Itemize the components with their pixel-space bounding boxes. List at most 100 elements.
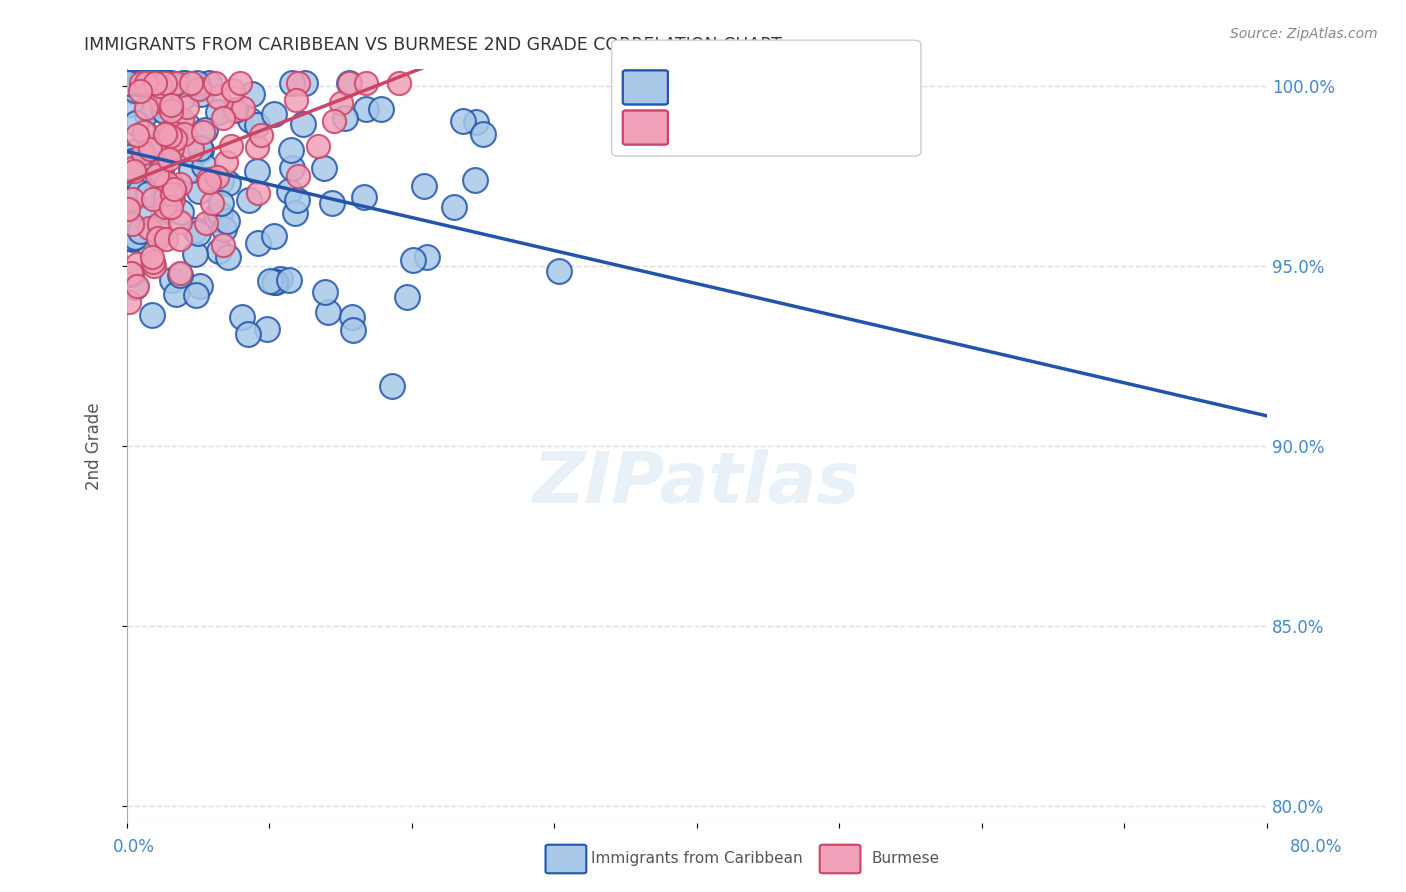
Point (148, 217, 170, 231)
Point (339, 76, 361, 90)
Point (193, 159, 215, 173)
Point (188, 279, 211, 293)
Point (138, 221, 160, 235)
Point (127, 76, 149, 90)
Point (247, 236, 270, 251)
Point (180, 162, 202, 177)
Point (207, 212, 229, 227)
Point (207, 105, 229, 120)
Point (176, 119, 198, 133)
Point (125, 278, 148, 293)
Point (155, 190, 177, 204)
Point (131, 188, 153, 202)
Point (142, 254, 165, 268)
Point (150, 102, 173, 116)
Point (153, 104, 176, 119)
Point (152, 190, 174, 204)
Point (121, 192, 143, 206)
Point (231, 310, 253, 324)
Point (187, 82, 209, 96)
Point (172, 76, 194, 90)
Point (117, 76, 139, 90)
Point (224, 103, 246, 117)
Point (219, 138, 242, 153)
Point (287, 76, 309, 90)
Point (316, 305, 339, 319)
Point (163, 120, 186, 135)
Point (120, 76, 142, 90)
Point (165, 127, 187, 141)
Point (187, 184, 209, 198)
Point (190, 87, 212, 102)
Point (209, 174, 232, 188)
Point (159, 103, 181, 118)
Point (187, 80, 209, 95)
Point (131, 76, 153, 90)
Point (160, 78, 183, 92)
Point (416, 251, 439, 265)
Point (160, 200, 183, 214)
Point (122, 163, 145, 178)
Point (136, 235, 159, 250)
Point (193, 125, 215, 139)
Point (212, 238, 235, 252)
Point (269, 272, 291, 286)
Point (354, 76, 377, 90)
Point (135, 106, 157, 120)
Point (121, 217, 143, 231)
Point (224, 103, 246, 117)
Point (197, 171, 219, 186)
Point (136, 186, 159, 201)
Point (142, 259, 165, 273)
Point (122, 84, 145, 98)
Point (205, 209, 228, 223)
Point (548, 263, 571, 277)
Point (181, 142, 204, 156)
Point (124, 83, 146, 97)
Point (160, 76, 183, 90)
Point (197, 175, 219, 189)
Point (160, 98, 183, 112)
Point (291, 117, 314, 131)
Point (122, 145, 145, 159)
Point (217, 176, 239, 190)
Point (146, 168, 169, 182)
Point (121, 154, 143, 169)
Point (135, 101, 157, 115)
Point (132, 125, 155, 139)
Point (157, 94, 180, 108)
Point (188, 141, 211, 155)
Point (160, 141, 183, 155)
Point (149, 76, 172, 90)
Y-axis label: 2nd Grade: 2nd Grade (86, 402, 103, 490)
Point (155, 148, 177, 162)
Point (186, 76, 208, 90)
Point (173, 76, 195, 90)
Point (129, 76, 152, 90)
Point (280, 76, 302, 90)
Point (307, 138, 329, 153)
Point (229, 76, 252, 90)
Point (194, 77, 217, 91)
Point (165, 286, 187, 301)
Point (138, 76, 160, 90)
Point (120, 268, 142, 282)
Point (157, 152, 180, 166)
Point (201, 195, 224, 210)
Text: IMMIGRANTS FROM CARIBBEAN VS BURMESE 2ND GRADE CORRELATION CHART: IMMIGRANTS FROM CARIBBEAN VS BURMESE 2ND… (84, 36, 782, 54)
Point (139, 142, 162, 156)
Point (121, 230, 143, 244)
Point (163, 182, 186, 196)
Point (138, 101, 160, 115)
Point (155, 176, 177, 190)
Point (156, 76, 179, 90)
Point (148, 228, 170, 243)
Point (149, 226, 172, 240)
Point (263, 275, 285, 289)
Point (120, 96, 142, 111)
Point (141, 250, 163, 264)
Point (187, 226, 209, 240)
Text: 80.0%: 80.0% (1291, 838, 1343, 856)
Point (342, 323, 364, 337)
Point (128, 76, 150, 90)
